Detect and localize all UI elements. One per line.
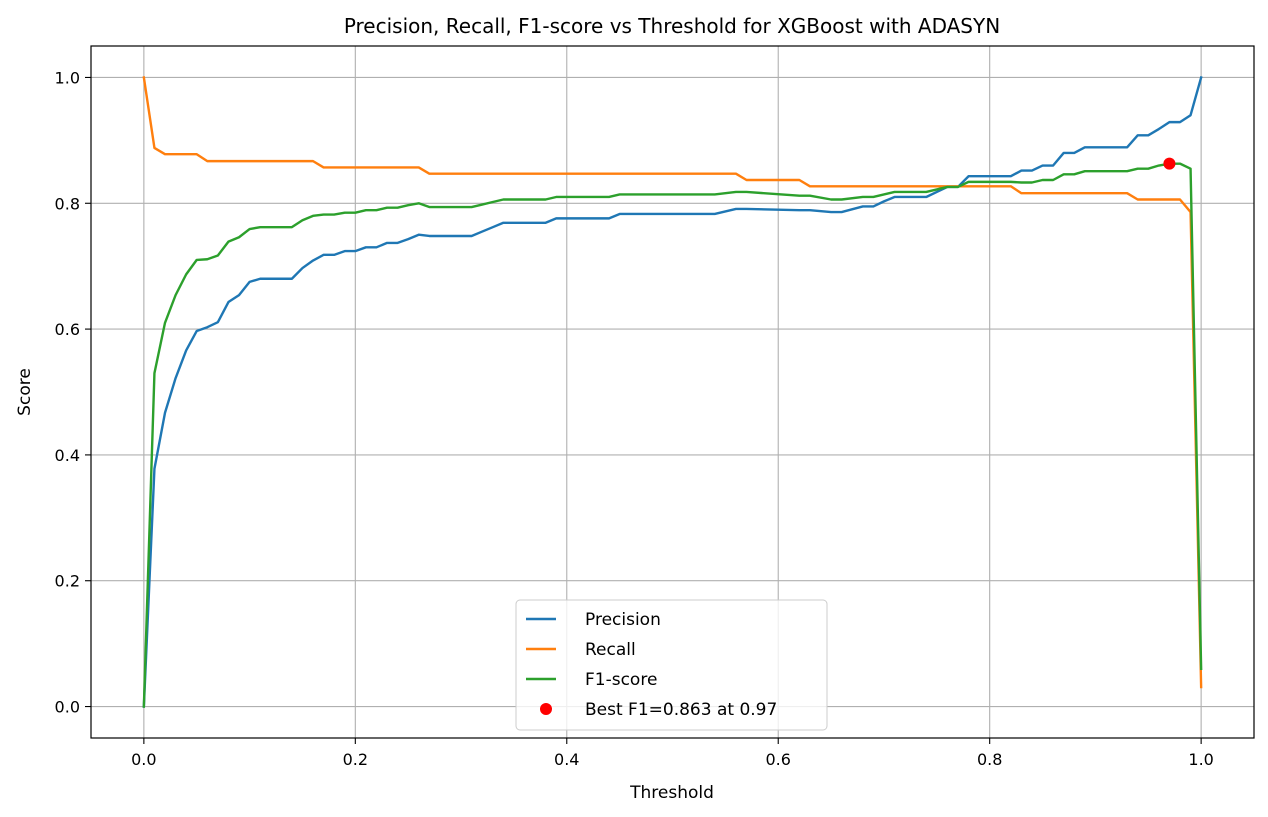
y-tick-label: 0.4 bbox=[55, 446, 80, 465]
plot-frame bbox=[90, 45, 1255, 739]
grid bbox=[91, 46, 1254, 738]
y-tick-label: 0.2 bbox=[55, 572, 80, 591]
y-axis-title: Score bbox=[15, 368, 35, 416]
legend-label-recall: Recall bbox=[585, 640, 636, 660]
legend-box bbox=[515, 599, 828, 731]
legend-label-f1-score: F1-score bbox=[585, 670, 657, 690]
x-tick-label: 0.6 bbox=[766, 750, 791, 769]
x-axis-title: Threshold bbox=[629, 783, 714, 803]
x-tick-label: 0.0 bbox=[131, 750, 156, 769]
best-f1-marker bbox=[1163, 157, 1176, 170]
chart-title: Precision, Recall, F1-score vs Threshold… bbox=[344, 14, 1000, 38]
legend-swatch-best-f1 bbox=[540, 703, 552, 715]
marker-layer bbox=[1163, 157, 1176, 170]
legend-label-best-f1: Best F1=0.863 at 0.97 bbox=[585, 700, 777, 720]
series-layer bbox=[142, 75, 1203, 708]
x-tick-label: 0.8 bbox=[977, 750, 1002, 769]
legend-entries: Precision Recall F1-score Best F1=0.863 at … bbox=[526, 610, 777, 720]
series-line-recall bbox=[142, 76, 1203, 689]
y-tick-label: 0.0 bbox=[55, 698, 80, 717]
x-tick-label: 0.4 bbox=[554, 750, 579, 769]
legend: Precision Recall F1-score Best F1=0.863 at … bbox=[515, 599, 828, 731]
x-tick-label: 1.0 bbox=[1188, 750, 1213, 769]
axis-ticks: 0.0 0.2 0.4 0.6 0.8 1.0 0.0 0.2 0.4 0.6 0.8 1.0 bbox=[55, 68, 1214, 769]
x-tick-label: 0.2 bbox=[343, 750, 368, 769]
series-line-f1-score bbox=[142, 162, 1203, 708]
y-tick-label: 0.8 bbox=[55, 194, 80, 213]
y-tick-label: 0.6 bbox=[55, 320, 80, 339]
y-tick-label: 1.0 bbox=[55, 68, 80, 87]
legend-label-precision: Precision bbox=[585, 610, 661, 630]
series-line-precision bbox=[142, 75, 1203, 708]
